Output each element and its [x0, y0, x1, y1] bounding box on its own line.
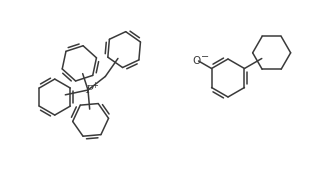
Text: +: + [91, 80, 98, 90]
Text: P: P [85, 85, 93, 95]
Text: O: O [192, 56, 201, 65]
Text: −: − [200, 52, 209, 62]
